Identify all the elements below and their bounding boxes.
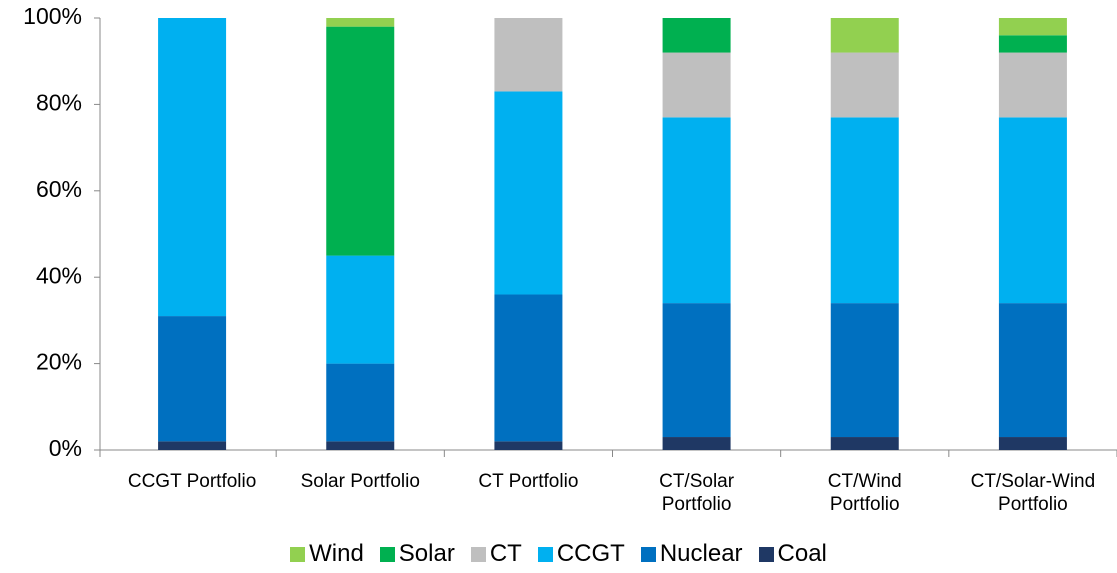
bar-segment — [662, 52, 731, 118]
bar-segment — [830, 117, 899, 304]
bar-segment — [494, 18, 563, 92]
legend: Wind Solar CT CCGT Nuclear Coal — [0, 540, 1117, 568]
bar-segment — [494, 91, 563, 295]
bar-segment — [830, 437, 899, 450]
legend-swatch — [537, 546, 553, 562]
legend-label: Coal — [777, 540, 827, 567]
x-tick-label: CT Portfolio — [478, 471, 579, 492]
bar-segment — [158, 316, 227, 442]
legend-label: CCGT — [556, 540, 625, 567]
y-tick-label: 60% — [36, 176, 82, 202]
legend-label: CT — [489, 540, 522, 567]
bar-segment — [662, 117, 731, 304]
legend-label: Nuclear — [659, 540, 743, 567]
legend-label: Wind — [309, 540, 364, 567]
legend-swatch — [290, 546, 306, 562]
bar-segment — [830, 52, 899, 118]
x-tick-label: CT/Solar Portfolio — [659, 471, 735, 515]
x-tick-label: CT/Solar-Wind Portfolio — [970, 471, 1096, 515]
legend-item: Nuclear — [640, 540, 743, 568]
bar-segment — [830, 303, 899, 438]
legend-item: Coal — [758, 540, 827, 568]
legend-swatch — [758, 546, 774, 562]
legend-swatch — [640, 546, 656, 562]
bar-segment — [998, 303, 1067, 438]
bar-segment — [662, 437, 731, 450]
bar-segment — [998, 437, 1067, 450]
bar-segment — [662, 303, 731, 438]
y-tick-label: 80% — [36, 89, 82, 115]
bar-segment — [158, 441, 227, 450]
bar-segment — [326, 441, 395, 450]
legend-item: Wind — [290, 540, 364, 568]
x-tick-label: Solar Portfolio — [300, 471, 420, 492]
legend-item: CT — [470, 540, 522, 568]
bar-segment — [326, 255, 395, 364]
y-tick-label: 40% — [36, 262, 82, 288]
legend-item: Solar — [379, 540, 455, 568]
bar-segment — [998, 117, 1067, 304]
bar-segment — [998, 35, 1067, 53]
bar-segment — [830, 18, 899, 53]
bar-segment — [158, 18, 227, 317]
bar-segment — [494, 294, 563, 442]
x-tick-label: CT/Wind Portfolio — [827, 471, 902, 515]
y-tick-label: 20% — [36, 349, 82, 375]
y-tick-label: 0% — [49, 435, 82, 461]
legend-item: CCGT — [537, 540, 625, 568]
x-tick-label: CCGT Portfolio — [127, 471, 257, 492]
bar-segment — [998, 18, 1067, 36]
bar-segment — [326, 26, 395, 256]
y-tick-label: 100% — [23, 3, 82, 29]
bar-segment — [494, 441, 563, 450]
bar-segment — [998, 52, 1067, 118]
legend-label: Solar — [398, 540, 455, 567]
bar-segment — [662, 18, 731, 53]
legend-swatch — [470, 546, 486, 562]
bar-segment — [326, 363, 395, 442]
bar-segment — [326, 18, 395, 27]
legend-swatch — [379, 546, 395, 562]
